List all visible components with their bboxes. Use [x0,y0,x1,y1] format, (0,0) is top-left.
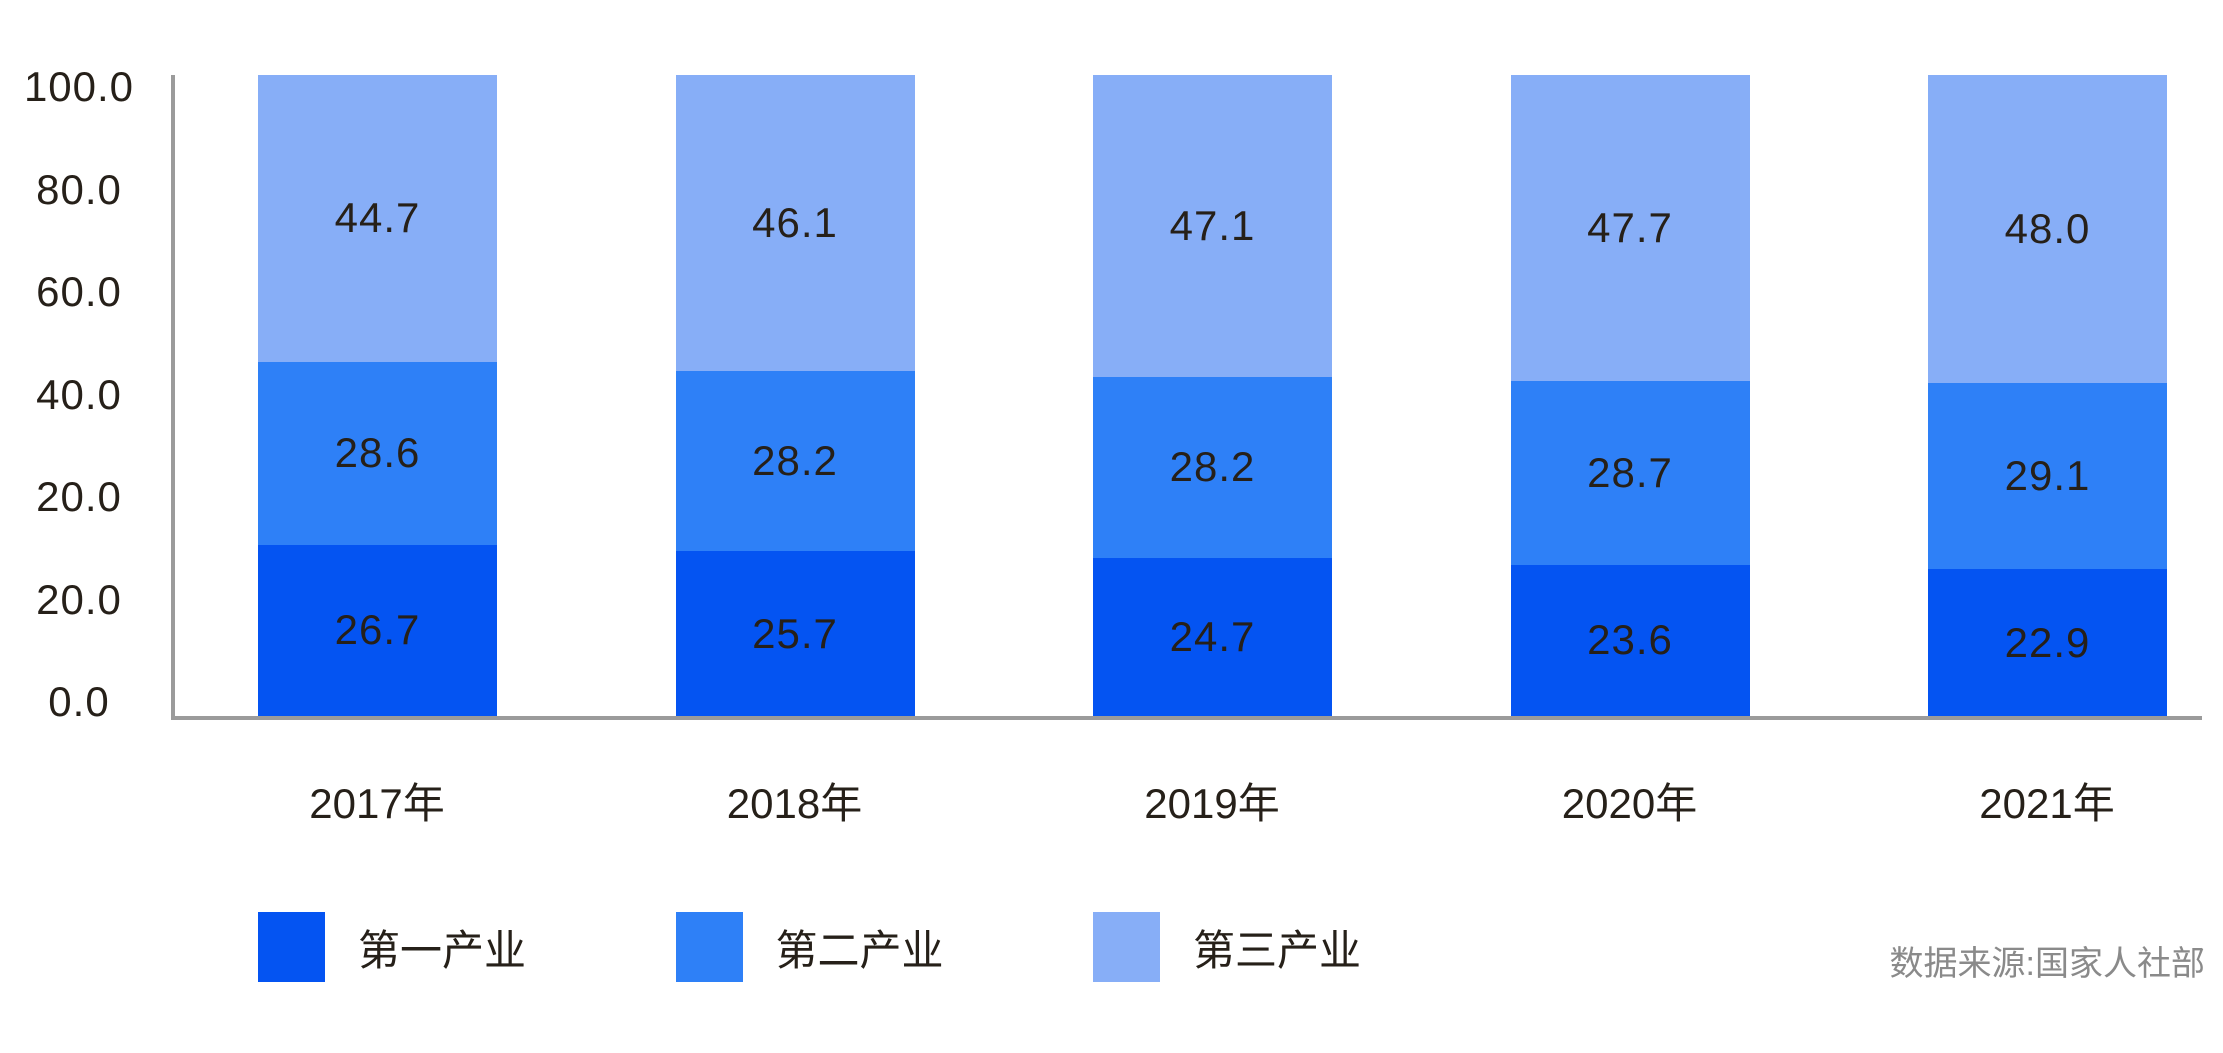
legend-label: 第三产业 [1193,926,1362,974]
data-source-note: 数据来源:国家人社部 [1889,945,2205,983]
segment-第三产业: 47.1 [1093,75,1332,377]
segment-第三产业: 46.1 [675,75,915,371]
segment-第三产业: 47.7 [1510,75,1750,381]
segment-第二产业: 29.1 [1928,382,2167,570]
segment-value-label: 28.6 [334,429,421,477]
x-axis-label-2020年: 2020年 [1561,780,1698,827]
legend-swatch [258,912,325,982]
y-axis-tick-label: 40.0 [36,370,122,418]
segment-第一产业: 25.7 [675,551,915,716]
bar-2017年: 44.7 28.6 26.7 [258,75,497,716]
segment-value-label: 24.7 [1169,612,1256,660]
segment-value-label: 28.2 [1169,443,1256,491]
plot-area: 44.7 28.6 26.7 46.1 28.2 25.7 47.1 28.2 24.7 47.7… [171,75,2202,720]
legend-label: 第一产业 [358,926,527,974]
segment-value-label: 28.2 [752,436,838,484]
segment-第二产业: 28.6 [258,361,497,545]
segment-value-label: 26.7 [334,606,421,654]
y-axis-tick-labels: 100.0 80.0 60.0 40.0 20.0 20.0 0.0 [0,66,158,723]
legend-item-第二产业: 第二产业 [675,912,944,982]
segment-value-label: 23.6 [1587,616,1673,664]
segment-第一产业: 26.7 [258,544,497,716]
x-axis-label-2018年: 2018年 [726,780,863,827]
segment-第二产业: 28.2 [675,370,915,552]
x-axis-label-2017年: 2017年 [309,780,445,827]
x-axis-label-2021年: 2021年 [1979,780,2115,827]
y-axis-tick-label: 0.0 [48,678,110,725]
segment-value-label: 47.1 [1169,201,1256,249]
segment-value-label: 29.1 [2004,451,2091,499]
x-axis-label-2019年: 2019年 [1144,780,1280,827]
bar-2020年: 47.7 28.7 23.6 [1510,75,1750,716]
y-axis-tick-label: 20.0 [36,575,122,623]
legend-swatch [1093,912,1160,982]
segment-value-label: 44.7 [334,194,421,242]
bar-2021年: 48.0 29.1 22.9 [1928,75,2167,716]
segment-第三产业: 44.7 [258,75,497,362]
legend-item-第三产业: 第三产业 [1093,912,1361,982]
bar-2019年: 47.1 28.2 24.7 [1093,75,1332,716]
segment-value-label: 47.7 [1587,203,1673,251]
y-axis-tick-label: 60.0 [36,268,122,315]
legend-swatch [675,912,743,982]
segment-第二产业: 28.7 [1510,380,1750,565]
legend-label: 第二产业 [775,926,944,974]
segment-第一产业: 24.7 [1093,557,1332,716]
segment-第二产业: 28.2 [1093,376,1332,558]
segment-第一产业: 22.9 [1928,569,2167,716]
segment-第三产业: 48.0 [1928,75,2167,383]
segment-value-label: 48.0 [2004,204,2091,252]
segment-value-label: 22.9 [2004,618,2091,666]
legend-item-第一产业: 第一产业 [258,912,526,982]
y-axis-tick-label: 20.0 [36,473,122,520]
segment-第一产业: 23.6 [1510,564,1750,716]
segment-value-label: 28.7 [1587,448,1673,496]
y-axis-tick-label: 80.0 [36,165,122,213]
y-axis-tick-label: 100.0 [23,63,135,110]
segment-value-label: 46.1 [752,198,838,246]
segment-value-label: 25.7 [752,609,838,657]
bar-2018年: 46.1 28.2 25.7 [675,75,915,716]
